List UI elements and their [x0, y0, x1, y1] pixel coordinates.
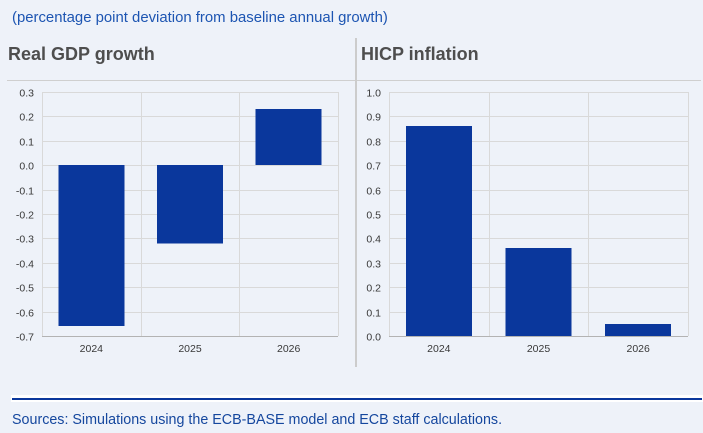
x-tick-label: 2026: [277, 343, 301, 355]
y-tick-label: 0.0: [366, 332, 381, 344]
y-tick-label: -0.4: [16, 259, 34, 271]
x-tick-label: 2024: [427, 343, 451, 355]
y-tick-label: 0.3: [366, 259, 381, 271]
y-tick-label: 0.7: [366, 161, 381, 173]
y-tick-label: 0.1: [19, 137, 34, 149]
panel-divider: [355, 38, 357, 367]
x-tick-label: 2025: [178, 343, 202, 355]
y-tick-label: 0.4: [366, 234, 381, 246]
x-tick-label: 2026: [626, 343, 650, 355]
y-tick-label: 0.2: [366, 283, 381, 295]
panel-title-hicp-inflation: HICP inflation: [361, 43, 479, 64]
y-tick-label: -0.1: [16, 186, 34, 198]
chart-subtitle: (percentage point deviation from baselin…: [12, 10, 388, 26]
footer-rule: [11, 395, 703, 402]
footer-rule-line: [12, 397, 702, 400]
y-tick-label: 0.2: [19, 112, 34, 124]
y-tick-label: 0.8: [366, 137, 381, 149]
bar-2025: [505, 248, 572, 336]
bar-2026: [605, 323, 672, 336]
y-tick-label: 0.3: [19, 88, 34, 100]
sources-note: Sources: Simulations using the ECB-BASE …: [12, 411, 503, 428]
header-rule: [7, 80, 701, 81]
y-tick-label: 0.5: [366, 210, 381, 222]
y-tick-label: 1.0: [366, 88, 381, 100]
y-tick-label: -0.2: [16, 210, 34, 222]
y-tick-label: -0.7: [16, 332, 34, 344]
panel-title-real-gdp-growth: Real GDP growth: [8, 43, 155, 64]
bar-2026: [255, 109, 322, 166]
bar-2024: [405, 126, 472, 336]
y-tick-label: 0.1: [366, 308, 381, 320]
y-tick-label: -0.5: [16, 283, 34, 295]
y-tick-label: 0.6: [366, 186, 381, 198]
x-tick-label: 2024: [80, 343, 104, 355]
bar-chart-real-gdp-growth: 0.3 0.2 0.1 0.0 -0.1 -0.2 -0.3 -0.4 -0.5 -0.6 -0.7…: [16, 88, 339, 355]
y-tick-label: 0.0: [19, 161, 34, 173]
y-tick-label: -0.6: [16, 308, 34, 320]
y-tick-label: 0.9: [366, 112, 381, 124]
bar-2024: [58, 165, 125, 327]
x-tick-label: 2025: [527, 343, 551, 355]
y-tick-label: -0.3: [16, 234, 34, 246]
bar-2025: [157, 165, 223, 244]
bar-chart-hicp-inflation: 1.0 0.9 0.8 0.7 0.6 0.5 0.4 0.3 0.2 0.1 0.0 2024 202…: [366, 88, 689, 355]
